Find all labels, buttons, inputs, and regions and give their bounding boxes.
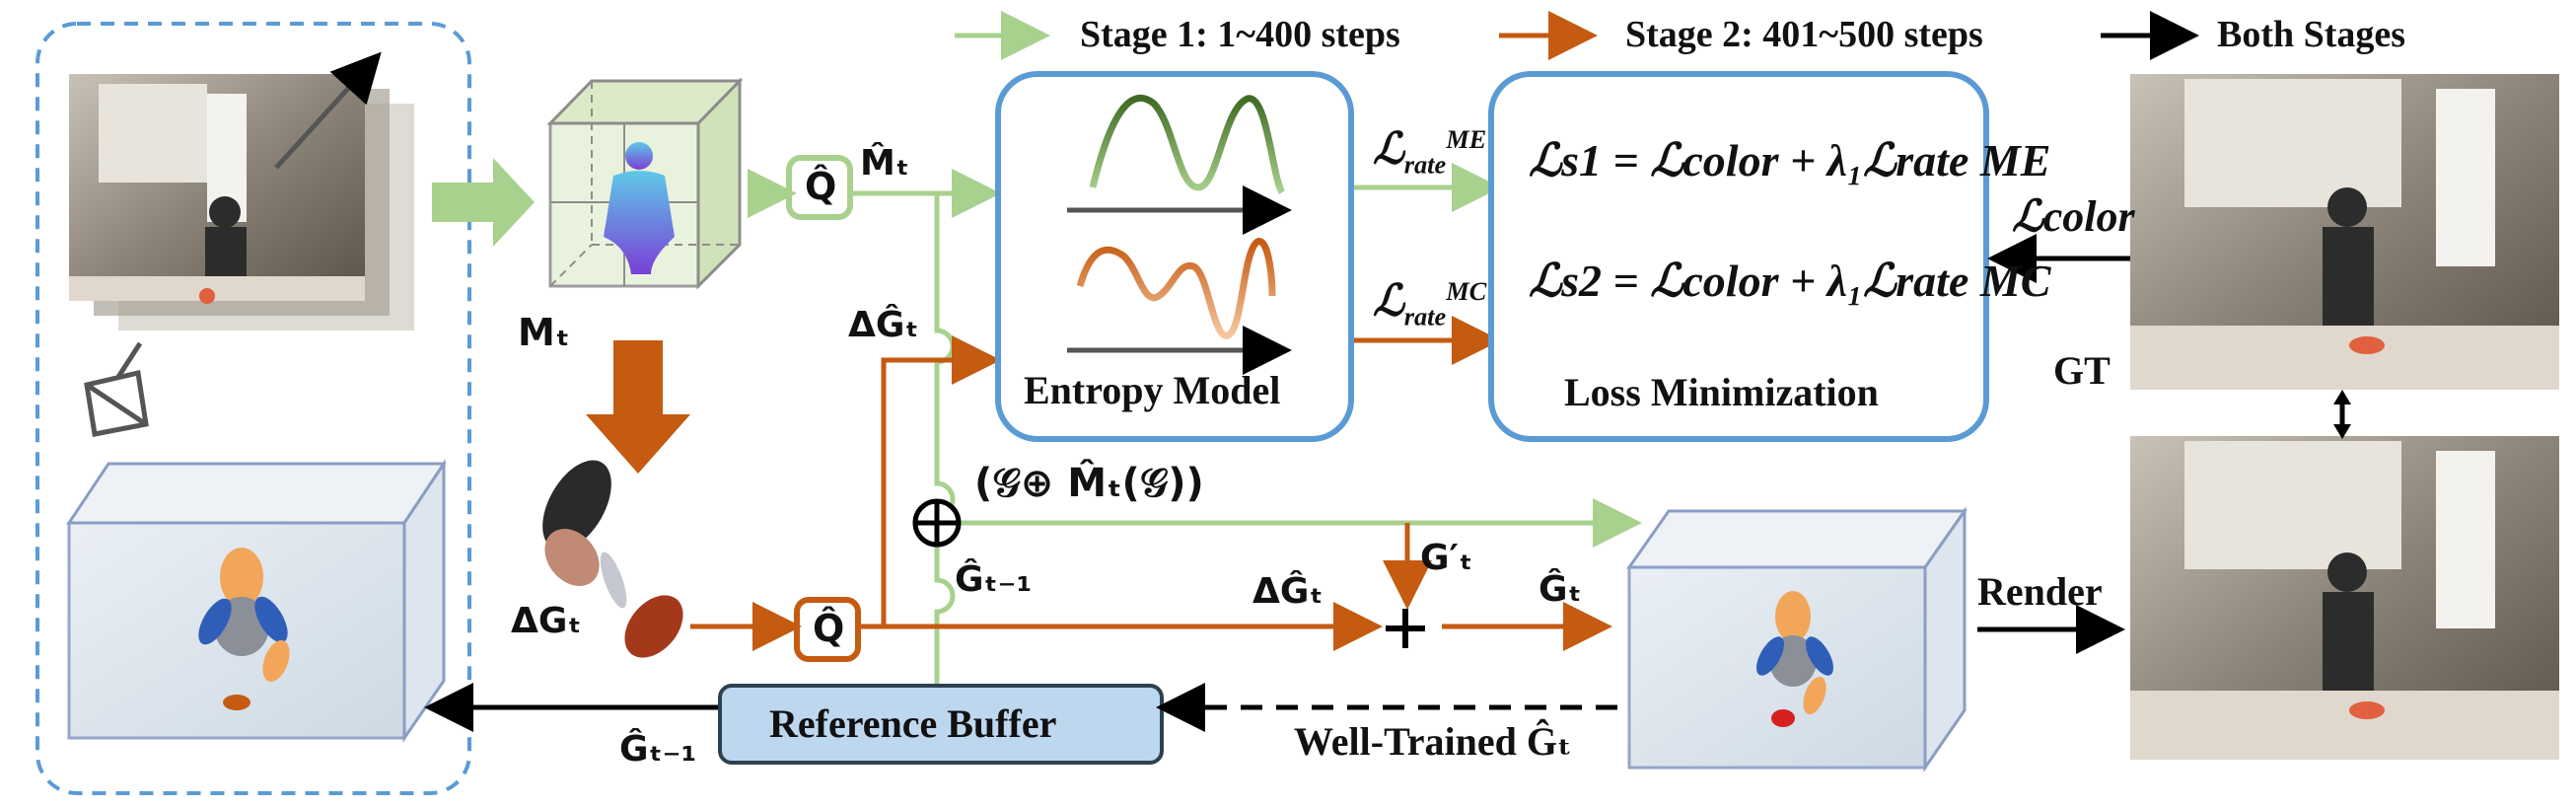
camera-direction-arrow: [274, 51, 382, 170]
left-dashed-panel: [36, 22, 471, 795]
big-green-arrow: [432, 158, 535, 247]
composition-label: (𝒢⊕ M̂ₜ(𝒢)): [974, 461, 1204, 506]
m-hat-label: M̂ₜ: [860, 143, 909, 184]
g-prev-label: Ĝₜ₋₁: [955, 559, 1033, 600]
plus-operator: [1386, 609, 1425, 648]
gaussian-scene-box-left: [66, 459, 447, 743]
delta-g-label: ΔGₜ: [511, 601, 582, 641]
gaussian-ellipsoids: [542, 460, 683, 658]
motion-cube: [546, 77, 744, 290]
gaussian-scene-box-right: [1626, 506, 1968, 772]
quantizer-orange-label: Q̂: [813, 607, 845, 650]
gt-label: GT: [2053, 348, 2111, 393]
g-hat-t-label: Ĝₜ: [1538, 569, 1582, 610]
loss-minimization-title: Loss Minimization: [1564, 370, 1879, 414]
input-frames: [69, 74, 414, 331]
quantizer-green-label: Q̂: [805, 165, 837, 208]
delta-g-hat-lower-label: ΔĜₜ: [1252, 571, 1324, 612]
compare-double-arrow: [2333, 390, 2351, 439]
rate-me-label: ℒrateME: [1373, 124, 1487, 180]
gt-image: [2130, 74, 2559, 390]
color-loss-label: ℒcolor: [2012, 192, 2135, 241]
legend-stage1-label: Stage 1: 1~400 steps: [1080, 14, 1400, 55]
reference-buffer-title: Reference Buffer: [769, 701, 1057, 746]
legend-both-label: Both Stages: [2217, 14, 2406, 55]
well-trained-label: Well-Trained Ĝₜ: [1294, 719, 1572, 764]
legend-stage2-label: Stage 2: 401~500 steps: [1625, 14, 1983, 55]
rendered-image: [2130, 436, 2559, 760]
rate-mc-label: ℒrateMC: [1373, 276, 1487, 331]
delta-g-hat-upper-label: ΔĜₜ: [848, 305, 919, 345]
camera-icon: [84, 341, 149, 437]
loss-s1-equation: ℒs1 = ℒcolor + λ₁ℒrate ME: [1529, 135, 2051, 185]
oplus-operator: [912, 498, 962, 548]
render-label: Render: [1977, 569, 2103, 614]
big-orange-arrow: [586, 340, 690, 474]
mt-label: Mₜ: [518, 311, 570, 354]
loss-minimization-box: [1488, 71, 1989, 442]
green-distribution-curve: [1089, 95, 1286, 194]
entropy-model-title: Entropy Model: [1024, 368, 1281, 412]
g-prev-bottom-label: Ĝₜ₋₁: [619, 729, 697, 770]
orange-distribution-curve: [1076, 238, 1276, 339]
g-prime-label: G′ₜ: [1420, 538, 1472, 578]
loss-s2-equation: ℒs2 = ℒcolor + λ₁ℒrate MC: [1529, 256, 2051, 306]
